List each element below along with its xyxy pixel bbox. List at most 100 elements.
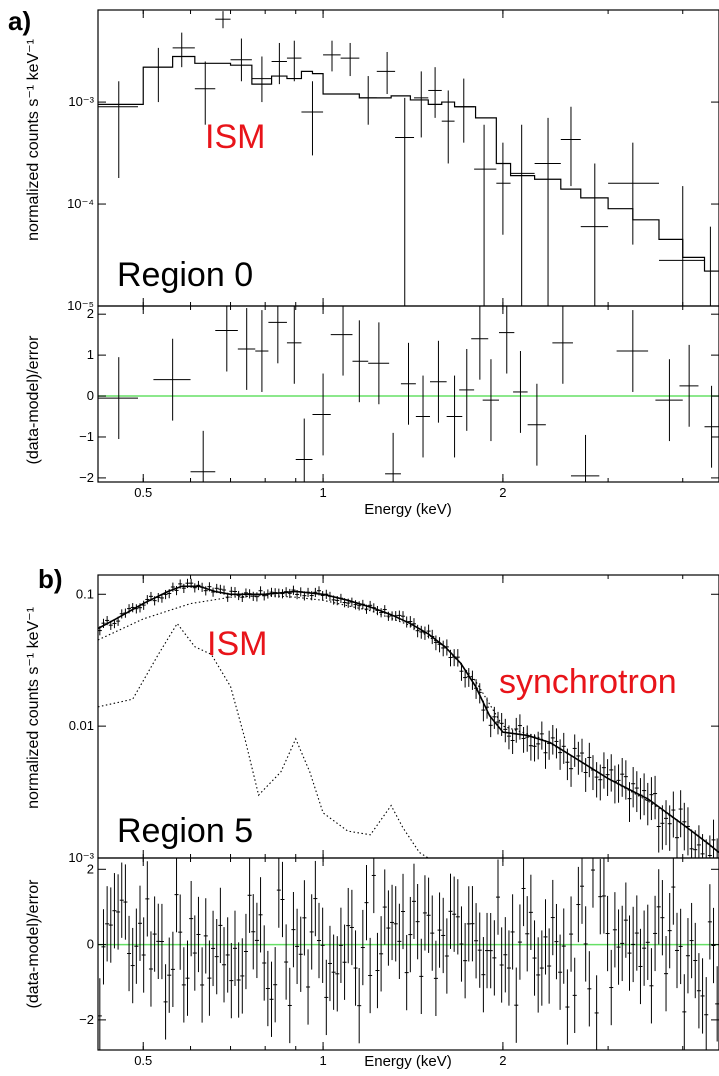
panel-a-top-data-point [534, 117, 561, 306]
panel-b-top-data-point [656, 808, 661, 853]
panel-b-top-data-point [342, 598, 347, 608]
panel-b-top-data-point [222, 585, 227, 595]
panel-b-top-data-point [550, 725, 555, 755]
panel-b-top-data-point [426, 624, 431, 639]
panel-b-bottom-data-point [561, 908, 566, 984]
panel-a-bottom-ytick-label: −1 [79, 429, 94, 444]
panel-a-bottom-data-point [482, 359, 499, 442]
panel-b-bottom-data-point [404, 934, 409, 1011]
panel-a-bottom-ytick-label: 1 [87, 347, 94, 362]
panel-b-top-data-point [360, 599, 365, 610]
panel-b-top-data-point [459, 662, 464, 681]
panel-b-top-data-point [452, 649, 457, 667]
panel-b-bottom-data-point [689, 902, 694, 979]
panel-a-top-data-point [474, 124, 497, 306]
panel-b-top-data-point [638, 778, 643, 820]
panel-b-bottom-data-point [576, 866, 581, 943]
panel-b-bottom-data-point [587, 951, 592, 1027]
panel-b-top-data-point [211, 587, 216, 597]
panel-b-top-data-point [664, 800, 669, 846]
panel-b-bottom-data-point [167, 937, 172, 1013]
panel-b-top-ytick-label: 0.1 [76, 586, 94, 601]
panel-b-bottom-data-point [291, 891, 296, 968]
panel-b-top-data-point [466, 668, 471, 687]
panel-b-bottom-data-point [181, 947, 186, 1023]
panel-b-bottom-data-point [514, 967, 519, 1043]
panel-b-bottom-data-point [488, 912, 493, 989]
panel-b-top-data-point [660, 805, 665, 850]
panel-b-top-data-point [269, 587, 274, 597]
panel-b-top-data-point [287, 588, 292, 599]
panel-b-top-ylabel: normalized counts s⁻¹ keV⁻¹ [25, 607, 42, 809]
panel-b-bottom-ytick-label: −2 [79, 1012, 94, 1027]
panel-b-bottom-data-point [627, 915, 632, 991]
panel-b-top-data-point [225, 592, 230, 602]
panel-b-bottom-data-point [229, 942, 234, 1019]
panel-b-top-data-point [441, 640, 446, 657]
panel-b-bottom-data-point [503, 917, 508, 993]
panel-b-top-data-point [159, 593, 164, 603]
panel-a-bottom-data-point [552, 306, 573, 384]
panel-b-bottom-data-point [371, 858, 376, 914]
panel-b-bottom-data-point [550, 879, 555, 956]
panel-b-top-data-point [306, 587, 311, 598]
panel-b-bottom-data-point [532, 920, 537, 996]
panel-b-bottom-data-point [101, 909, 106, 985]
panel-b-top-data-point [598, 764, 603, 801]
panel-a-top-data-point [454, 78, 475, 143]
panel-b-bottom-data-point [612, 892, 617, 968]
panel-a-top-ytick-label: 10⁻⁴ [67, 196, 94, 211]
panel-b-bottom-data-point [342, 924, 347, 1000]
panel-b-top-data-point [627, 782, 632, 822]
panel-b-bottom-data-point [320, 907, 325, 983]
panel-b-top-data-point [408, 616, 413, 628]
panel-a-bottom-data-point [255, 310, 269, 392]
panel-b-bottom-data-point [685, 918, 690, 994]
panel-b-top-data-point [346, 598, 351, 608]
panel-a-spectrum-plot: 10⁻⁵ 10⁻⁴ 10⁻³ [67, 9, 719, 313]
panel-b-top-data-point [419, 625, 424, 639]
panel-b-bottom-data-point [251, 894, 256, 970]
panel-b-top-data-point [642, 773, 647, 816]
panel-a-top-data-point [441, 90, 455, 164]
panel-b-top-data-point [98, 626, 102, 636]
panel-b-top-data-point [572, 734, 577, 767]
panel-b-top-data-point [192, 583, 197, 593]
panel-b-bottom-data-point [192, 915, 197, 991]
panel-b-bottom-data-point [200, 947, 205, 1023]
panel-b-label: b) [38, 564, 63, 594]
panel-b-bottom-data-point [696, 953, 701, 1029]
panel-b-top-ytick-label: 0.01 [69, 718, 94, 733]
panel-b-bottom-data-point [459, 906, 464, 982]
panel-b-top-data-point [298, 587, 303, 597]
panel-b-bottom-data-point [481, 937, 486, 1013]
panel-a-bottom-data-point [429, 340, 447, 423]
panel-a-bottom-xtick-label: 0.5 [134, 485, 152, 500]
panel-b-top-data-point [554, 728, 559, 759]
panel-b-top-data-point [558, 739, 563, 770]
panel-b-bottom-data-point [536, 937, 541, 1013]
panel-b-bottom-data-point [474, 903, 479, 979]
panel-b-bottom-data-point [243, 913, 248, 990]
panel-b-top-data-point [324, 589, 329, 599]
panel-b-top-data-point [335, 596, 340, 606]
panel-b-top-data-point [232, 587, 237, 597]
panel-b-top-data-point [295, 590, 300, 600]
panel-a-bottom-data-point [368, 322, 390, 405]
panel-b-top-data-point [353, 600, 358, 610]
panel-b-bottom-data-point [437, 892, 442, 968]
panel-b-top-data-point [543, 740, 548, 769]
panel-b-top-ytick-label: 10⁻³ [68, 850, 94, 865]
panel-a-bottom-data-point [527, 383, 546, 466]
panel-a-top-data-point [395, 97, 415, 306]
panel-b-top-data-point [411, 618, 416, 631]
panel-b-top-data-point [437, 637, 442, 653]
panel-a-bottom-data-point [286, 306, 302, 384]
panel-b-top-data-point [532, 734, 537, 762]
panel-b-bottom-data-point [554, 903, 559, 980]
panel-b-bottom-data-point [638, 928, 643, 1005]
panel-a-top-data-point [98, 81, 138, 179]
panel-b-top-data-point [357, 601, 362, 611]
panel-b-bottom-data-point [452, 876, 457, 952]
panel-a-top-data-point [251, 56, 272, 103]
